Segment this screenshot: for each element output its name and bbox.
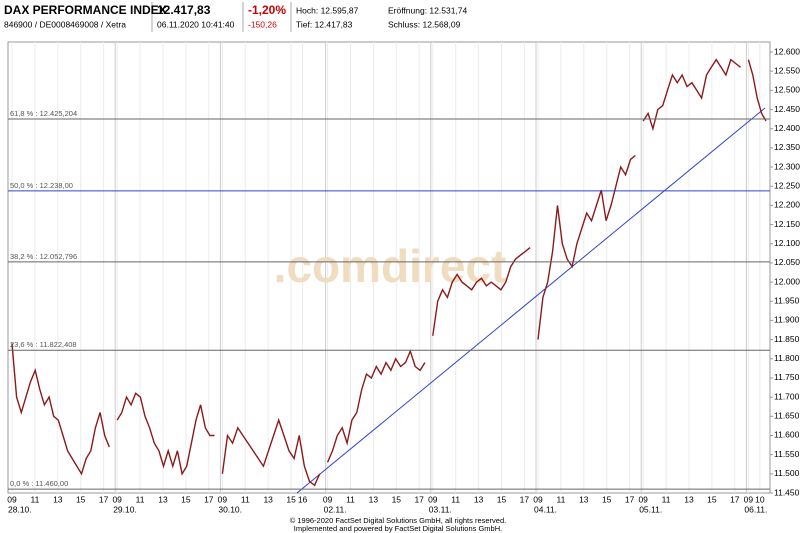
date-label: 28.10. [8,504,32,514]
x-tick-label: 09 [112,494,122,504]
x-tick-label: 11 [346,494,355,504]
y-tick-label: 12.050 [774,257,800,267]
x-tick-label: 09 [638,494,648,504]
x-tick-label: 09 [323,494,333,504]
price-line [642,58,741,132]
close: Schluss: 12.568,09 [388,19,461,29]
price-line [326,349,426,463]
y-tick-label: 12.200 [774,200,800,210]
price-line [537,154,636,340]
x-tick-label: 17 [730,494,740,504]
price-line [11,343,110,476]
y-tick-label: 12.250 [774,180,800,190]
x-tick-label: 15 [707,494,717,504]
footer: Implemented and powered by FactSet Digit… [294,524,502,533]
y-tick-label: 11.950 [774,296,800,306]
y-tick-label: 12.450 [774,104,800,114]
x-tick-label: 15 [76,494,86,504]
fib-label: 38,2 % : 12.052,796 [10,252,77,261]
x-tick-label: 10 [755,494,765,504]
watermark: .comdirect [274,240,507,292]
y-tick-label: 12.600 [774,46,800,56]
x-tick-label: 13 [53,494,63,504]
low: Tief: 12.417,83 [296,19,353,29]
index-name: DAX PERFORMANCE INDEX [4,3,167,17]
y-tick-label: 11.750 [774,372,800,382]
price-line [221,417,321,487]
x-tick-label: 13 [474,494,484,504]
y-tick-label: 12.100 [774,238,800,248]
date-label: 29.10. [113,504,137,514]
fib-label: 23,6 % : 11.822,408 [10,340,77,349]
date-label: 05.11. [639,504,662,514]
x-tick-label: 09 [218,494,228,504]
x-tick-label: 16 [298,494,308,504]
x-tick-label: 13 [579,494,589,504]
y-tick-label: 12.550 [774,65,800,75]
y-tick-label: 12.000 [774,276,800,286]
x-tick-label: 13 [263,494,273,504]
y-tick-label: 11.450 [774,487,800,497]
change-abs: -150,26 [248,19,277,29]
date-label: 03.11. [429,504,452,514]
y-tick-label: 11.650 [774,411,800,421]
trend-line [296,107,766,494]
index-ids: 846900 / DE0008469008 / Xetra [4,19,126,29]
plot-frame [7,41,771,494]
y-tick-label: 12.400 [774,123,800,133]
x-tick-label: 11 [136,494,145,504]
fib-label: 61,8 % : 12.425,204 [10,109,77,118]
y-tick-label: 11.900 [774,315,800,325]
x-tick-label: 17 [520,494,530,504]
y-tick-label: 12.500 [774,85,800,95]
y-tick-label: 11.700 [774,391,800,401]
price-line [747,59,767,122]
x-tick-label: 15 [497,494,507,504]
x-tick-label: 15 [392,494,402,504]
y-tick-label: 11.850 [774,334,800,344]
y-tick-label: 12.300 [774,161,800,171]
x-tick-label: 11 [451,494,460,504]
date-label: 02.11. [324,504,347,514]
y-tick-label: 11.600 [774,430,800,440]
date-label: 06.11. [744,504,767,514]
date-label: 04.11. [534,504,557,514]
y-tick-label: 11.500 [774,468,800,478]
price-line [116,392,215,476]
x-tick-label: 13 [369,494,379,504]
change-pct: -1,20% [248,3,286,17]
y-tick-label: 11.550 [774,449,800,459]
x-tick-label: 09 [428,494,438,504]
fib-label: 0,0 % : 11.460,00 [10,479,68,488]
fib-label: 50,0 % : 12.238,00 [10,181,73,190]
datetime: 06.11.2020 10:41:40 [157,19,235,29]
x-tick-label: 17 [625,494,635,504]
high: Hoch: 12.595,87 [296,5,359,15]
x-tick-label: 11 [30,494,39,504]
x-tick-label: 09 [744,494,754,504]
x-tick-label: 11 [556,494,565,504]
footer: © 1996-2020 FactSet Digital Solutions Gm… [290,516,506,525]
x-tick-label: 15 [286,494,296,504]
x-tick-label: 09 [7,494,17,504]
y-tick-label: 12.350 [774,142,800,152]
date-label: 30.10. [218,504,242,514]
x-tick-label: 17 [99,494,109,504]
x-tick-label: 11 [241,494,250,504]
x-tick-label: 09 [533,494,543,504]
open: Eröffnung: 12.531,74 [388,5,468,15]
x-tick-label: 11 [662,494,671,504]
y-tick-label: 12.150 [774,219,800,229]
x-tick-label: 13 [684,494,694,504]
price: 12.417,83 [157,3,211,17]
x-tick-label: 17 [204,494,214,504]
x-tick-label: 17 [414,494,424,504]
x-tick-label: 15 [602,494,612,504]
x-tick-label: 15 [181,494,191,504]
y-tick-label: 11.800 [774,353,800,363]
x-tick-label: 13 [158,494,168,504]
